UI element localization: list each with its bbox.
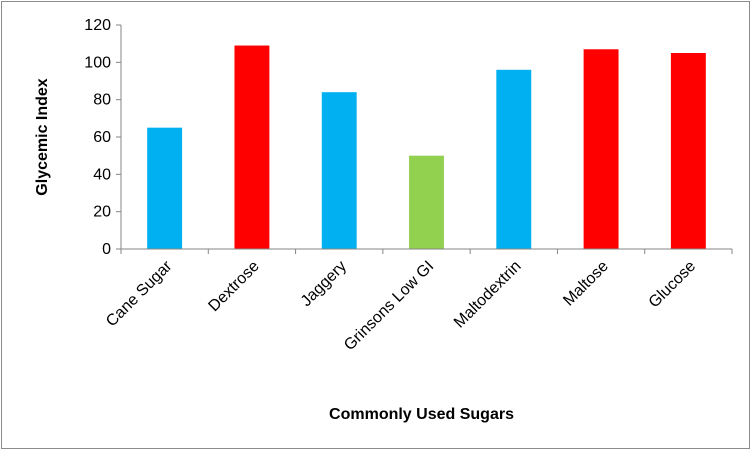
- bars-group: [147, 45, 706, 250]
- y-tick-label: 60: [93, 129, 111, 146]
- bar-cane-sugar: [147, 127, 183, 249]
- x-category-label: Glucose: [646, 258, 700, 312]
- y-tick-label: 0: [102, 241, 111, 258]
- bar-glucose: [670, 53, 706, 249]
- y-tick-label: 80: [93, 92, 111, 109]
- bar-maltose: [583, 49, 619, 250]
- bar-grinsons-low-gi: [409, 155, 444, 249]
- bar-dextrose: [234, 45, 270, 250]
- y-axis-title: Glycemic Index: [34, 78, 51, 195]
- x-axis-title: Commonly Used Sugars: [329, 406, 514, 423]
- x-category-label: Dextrose: [205, 258, 262, 315]
- y-tick-label: 100: [84, 54, 111, 71]
- x-category-label: Cane Sugar: [103, 257, 176, 330]
- y-ticks-group: 0 20 40 60 80 100 120: [84, 17, 121, 258]
- bar-jaggery: [321, 92, 357, 249]
- x-category-label: Grinsons Low GI: [341, 258, 437, 354]
- bar-maltodextrin: [496, 69, 532, 249]
- x-category-label: Maltodextrin: [451, 258, 525, 332]
- y-tick-label: 40: [93, 166, 111, 183]
- y-tick-label: 120: [84, 17, 111, 34]
- y-tick-label: 20: [93, 204, 111, 221]
- x-category-label: Maltose: [560, 258, 612, 310]
- x-category-label: Jaggery: [298, 258, 350, 310]
